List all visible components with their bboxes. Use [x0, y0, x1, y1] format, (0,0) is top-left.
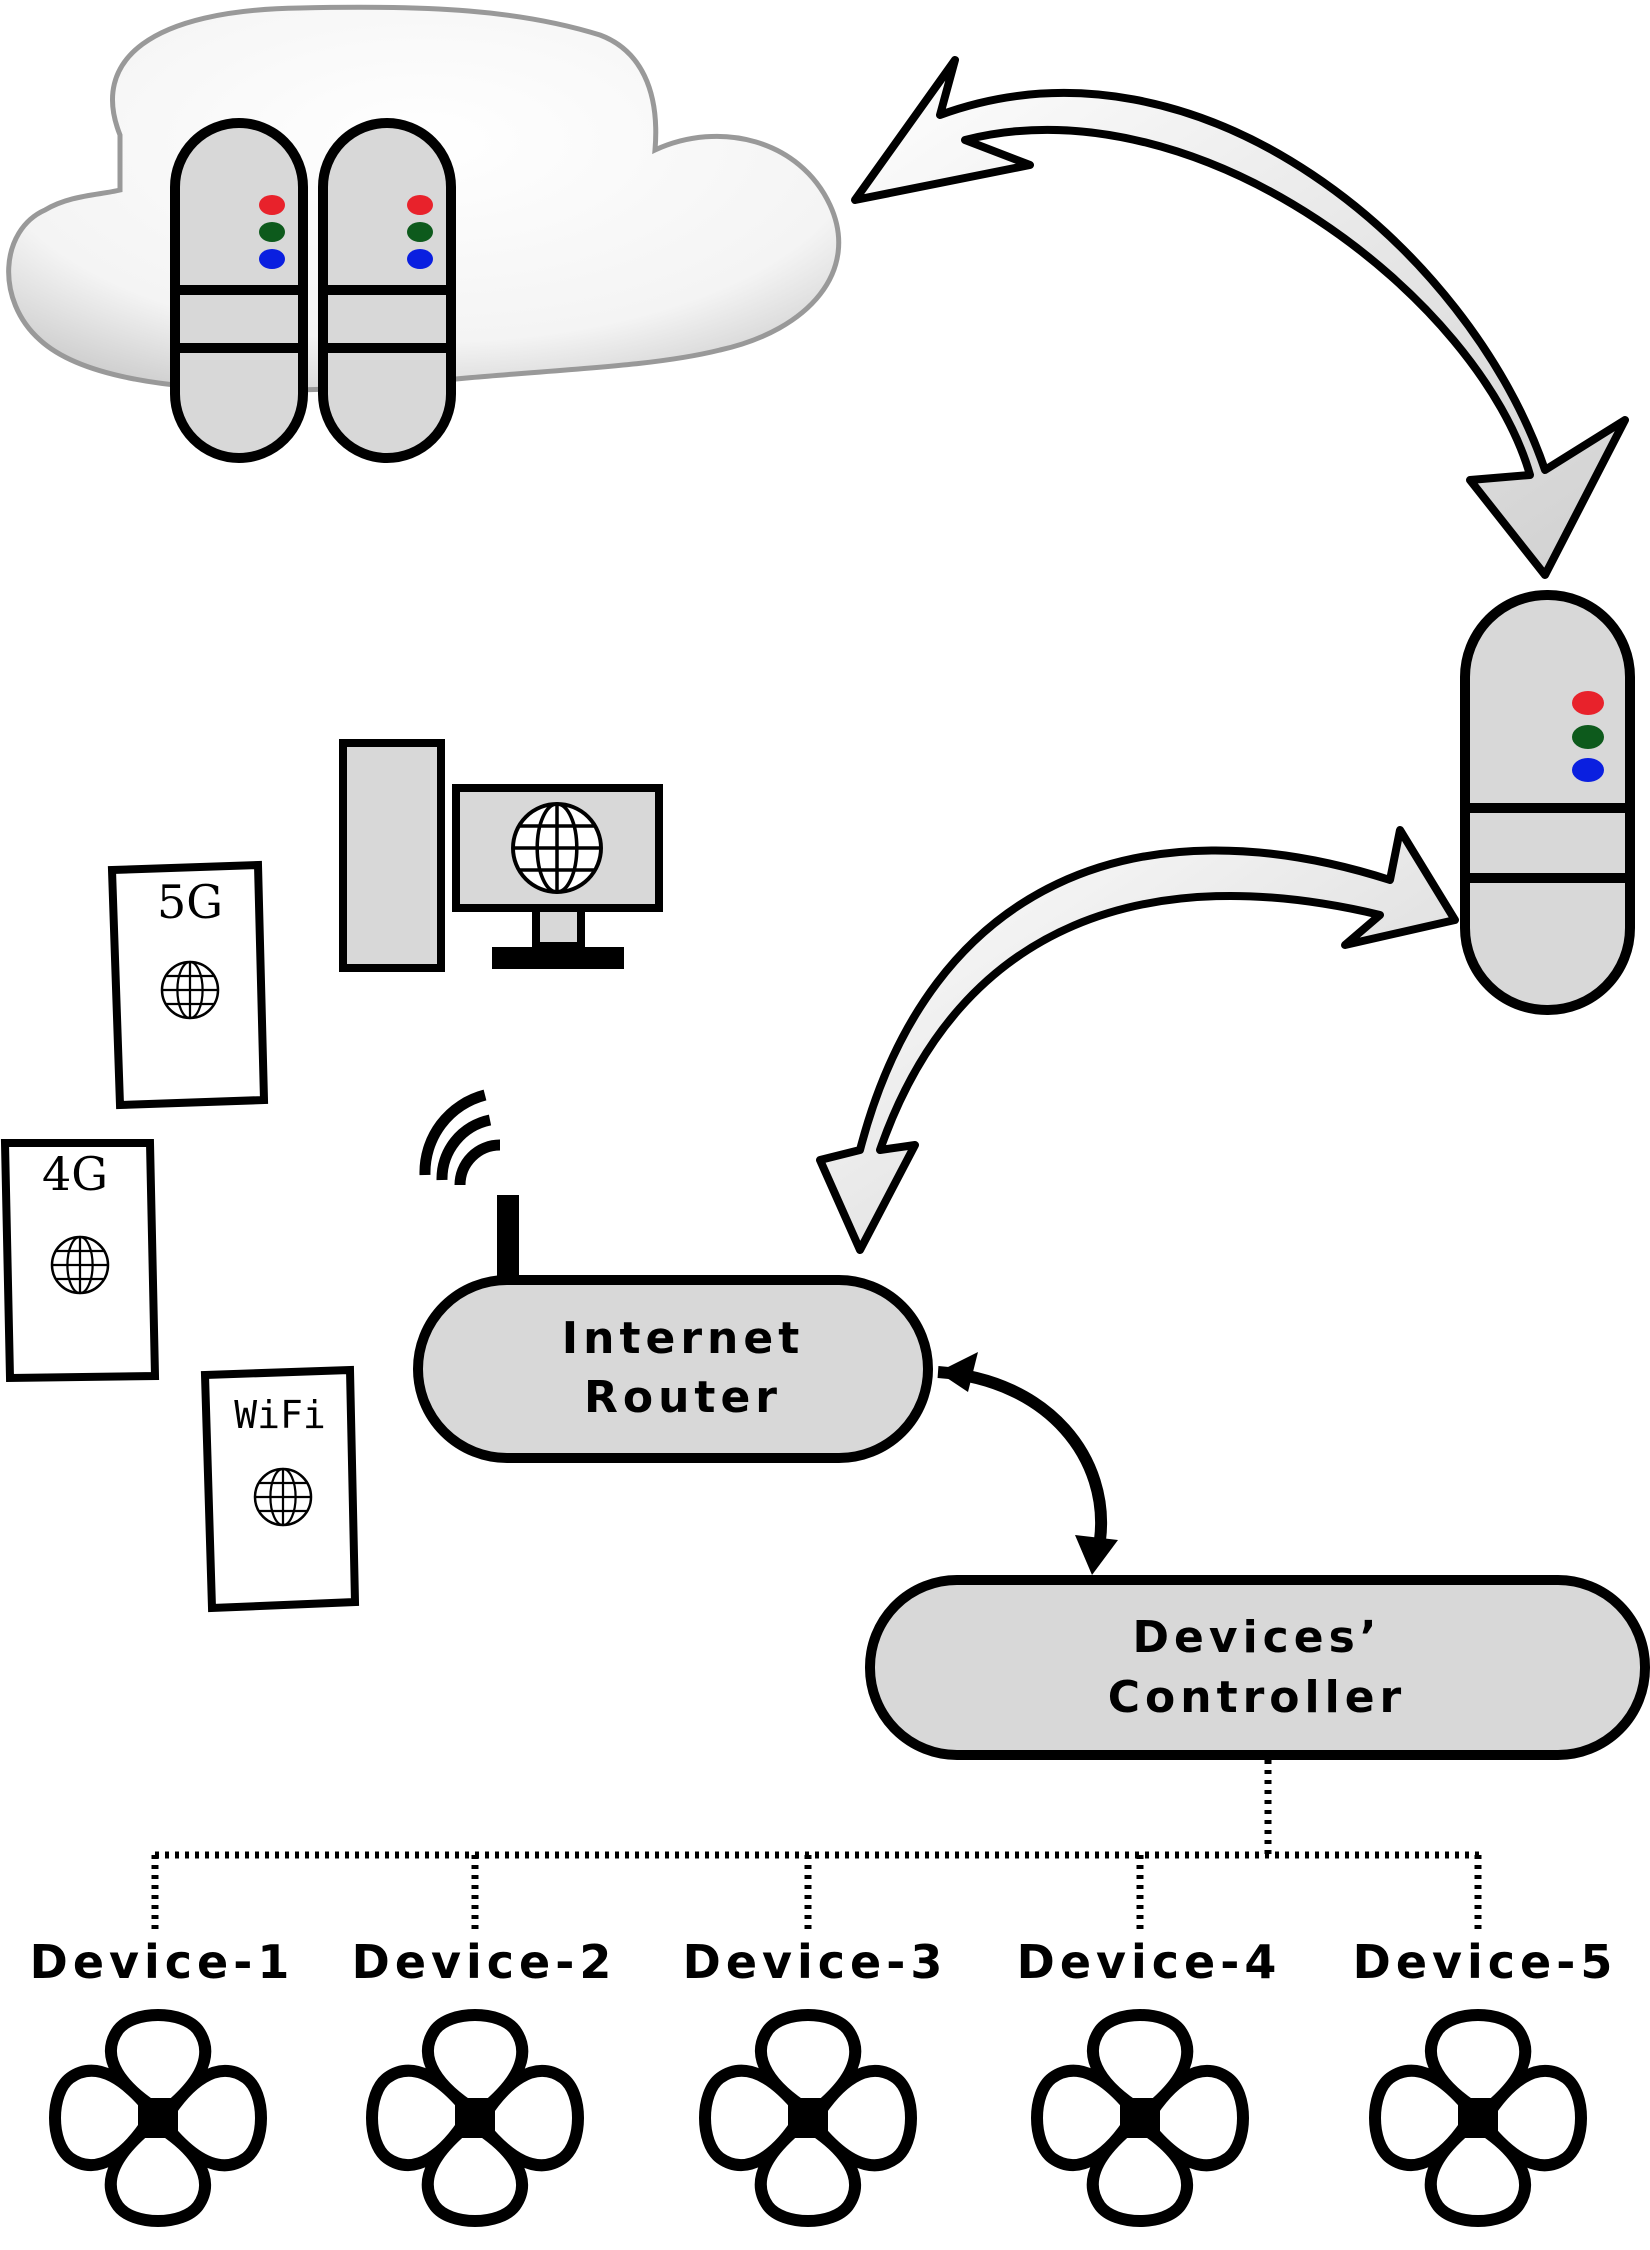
devices-controller: Devices’ Controller	[865, 1575, 1650, 1760]
globe-icon	[253, 1467, 313, 1527]
led-red	[259, 195, 285, 215]
drone-icon	[1037, 2015, 1243, 2221]
drone-icon	[372, 2015, 578, 2221]
router-label-line1: Internet	[562, 1313, 804, 1364]
router-controller-arrow	[937, 1352, 1118, 1575]
device-5-label: Device-5	[1353, 1935, 1618, 1989]
device-4-label: Device-4	[1017, 1935, 1282, 1989]
cloud-edge-arrow	[851, 56, 1629, 579]
cloud-server-2	[318, 118, 456, 463]
drone-icon	[55, 2015, 261, 2221]
computer-icon	[339, 739, 663, 972]
drone-icon	[1375, 2015, 1581, 2221]
globe-icon	[160, 960, 220, 1020]
led-blue	[259, 249, 285, 269]
device-1-label: Device-1	[30, 1935, 295, 1989]
controller-label-line2: Controller	[1108, 1672, 1407, 1723]
internet-router: Internet Router	[413, 1275, 933, 1463]
led-green	[259, 222, 285, 242]
phone-5g: 5G	[107, 860, 269, 1110]
wifi-signal-icon	[419, 1089, 519, 1285]
edge-server-icon	[1460, 590, 1635, 1015]
phone-5g-label: 5G	[157, 875, 223, 929]
router-label-line2: Router	[584, 1372, 782, 1423]
phone-wifi: WiFi	[200, 1365, 360, 1613]
controller-label-line1: Devices’	[1133, 1612, 1382, 1663]
device-bus	[151, 1760, 1482, 1930]
device-2-label: Device-2	[352, 1935, 617, 1989]
cloud-server-1	[170, 118, 308, 463]
phone-4g-label: 4G	[42, 1147, 108, 1201]
phone-4g: 4G	[0, 1139, 160, 1383]
drone-icon	[705, 2015, 911, 2221]
edge-router-arrow	[816, 826, 1459, 1254]
phone-wifi-label: WiFi	[234, 1393, 326, 1437]
device-3-label: Device-3	[683, 1935, 948, 1989]
globe-icon	[511, 802, 603, 894]
globe-icon	[50, 1235, 110, 1295]
